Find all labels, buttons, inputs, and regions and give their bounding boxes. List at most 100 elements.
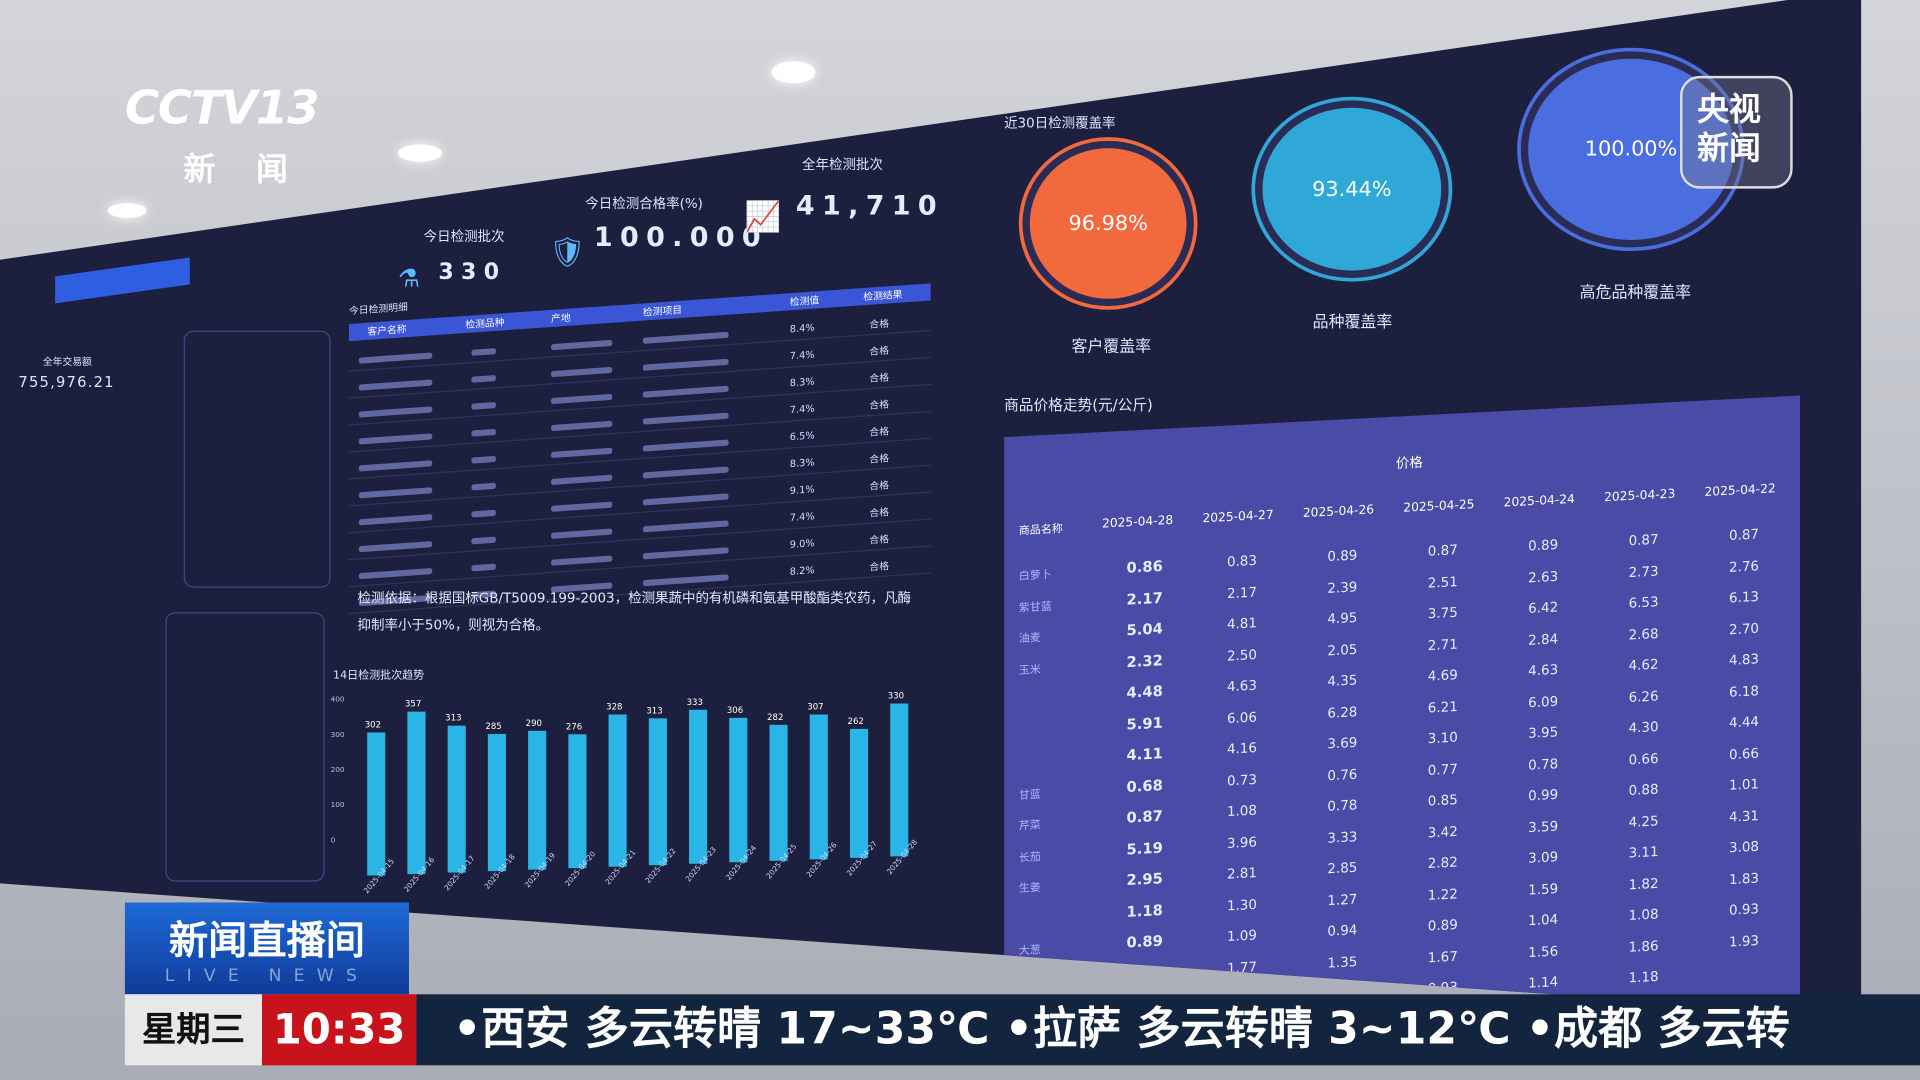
illegible-cell xyxy=(551,339,613,351)
price-cell: 2.71 xyxy=(1427,635,1458,654)
price-cell: 4.81 xyxy=(1226,614,1257,633)
illegible-cell xyxy=(551,447,613,459)
price-cell: 3.59 xyxy=(1528,817,1559,836)
price-cell: 4.63 xyxy=(1226,677,1257,695)
ceiling-light xyxy=(771,61,816,84)
price-cell: 1.08 xyxy=(1226,802,1257,820)
price-cell: 3.95 xyxy=(1528,724,1559,742)
illegible-cell xyxy=(642,385,729,398)
price-cell: 0.89 xyxy=(1427,916,1458,935)
price-cell: 4.11 xyxy=(1126,744,1163,764)
header-bar xyxy=(55,257,190,304)
customer-coverage-gauge: 96.98% xyxy=(1022,140,1194,307)
price-cell: 2.17 xyxy=(1126,588,1163,608)
price-cell: 6.26 xyxy=(1628,687,1659,706)
price-cell: 2.51 xyxy=(1427,573,1458,591)
price-cell: 1.04 xyxy=(1528,911,1559,929)
price-cell: 6.06 xyxy=(1226,708,1257,727)
bar xyxy=(407,711,426,875)
illegible-cell xyxy=(471,536,496,545)
variety-coverage-gauge: 93.44% xyxy=(1255,100,1449,278)
detection-result: 合格 xyxy=(869,479,889,493)
detection-header-cell: 检测值 xyxy=(789,294,820,308)
clock: 星期三 10:33 xyxy=(124,994,417,1066)
illegible-cell xyxy=(642,412,729,425)
price-cell: 0.66 xyxy=(1628,750,1659,768)
ceiling-light xyxy=(397,144,443,162)
gauge-label: 客户覆盖率 xyxy=(1071,337,1152,357)
ceiling-light xyxy=(107,203,147,218)
stat-label: 今日检测合格率(%) xyxy=(585,195,703,212)
price-cell: 2.68 xyxy=(1628,625,1659,643)
price-cell: 2.70 xyxy=(1728,619,1759,638)
commodity-name: 白萝卜 xyxy=(1018,569,1052,584)
price-cell: 1.93 xyxy=(1728,932,1759,950)
detection-result: 合格 xyxy=(869,425,889,439)
price-cell: 1.86 xyxy=(1628,937,1659,955)
illegible-cell xyxy=(471,509,496,518)
price-cell: 4.69 xyxy=(1427,666,1458,685)
table-row-divider xyxy=(348,518,931,561)
stat-value: 100.000 xyxy=(593,222,769,254)
bar xyxy=(568,734,587,869)
price-cell: 0.68 xyxy=(1126,776,1163,796)
price-cell: 6.13 xyxy=(1728,588,1759,607)
price-cell: 4.83 xyxy=(1728,651,1759,669)
price-cell: 2.95 xyxy=(1126,869,1163,889)
price-cell: 3.42 xyxy=(1427,823,1458,841)
commodity-name: 玉米 xyxy=(1018,663,1041,678)
gauge-value: 93.44% xyxy=(1312,176,1392,202)
time: 10:33 xyxy=(262,994,417,1066)
commodity-name: 芹菜 xyxy=(1018,819,1041,834)
illegible-cell xyxy=(358,514,433,526)
bar-value-label: 290 xyxy=(526,719,542,729)
detection-table: 今日检测明细 客户名称 检测品种 产地 检测项目 检测值 检测结果 8.4% 合格 7.4% 合… xyxy=(348,225,931,615)
price-cell: 0.78 xyxy=(1528,755,1559,773)
price-cell: 3.10 xyxy=(1427,729,1458,747)
detection-result: 合格 xyxy=(869,318,889,331)
price-cell: 1.82 xyxy=(1628,874,1659,893)
price-cell: 2.50 xyxy=(1226,646,1257,664)
bar-value-label: 313 xyxy=(646,706,662,716)
price-cell: 4.95 xyxy=(1327,609,1358,628)
detection-result: 合格 xyxy=(869,452,889,466)
commodity-name: 长茄 xyxy=(1018,850,1041,865)
stat-label: 今日检测批次 xyxy=(423,228,505,245)
price-cell: 1.18 xyxy=(1126,900,1163,920)
date-header: 2025-04-22 xyxy=(1704,482,1776,500)
price-cell: 6.53 xyxy=(1628,593,1659,612)
price-title: 商品价格走势(元/公斤) xyxy=(1004,396,1153,414)
commodity-name: 油麦 xyxy=(1018,632,1041,646)
price-cell: 4.25 xyxy=(1628,812,1659,830)
illegible-cell xyxy=(471,428,496,437)
bar-value-label: 313 xyxy=(445,714,461,724)
illegible-cell xyxy=(358,460,433,472)
price-cell: 1.59 xyxy=(1528,880,1559,898)
illegible-cell xyxy=(471,455,496,464)
bar-value-label: 276 xyxy=(566,722,582,732)
price-cell: 1.77 xyxy=(1226,958,1257,976)
price-cell: 2.76 xyxy=(1728,557,1759,575)
price-cell: 4.35 xyxy=(1327,672,1358,690)
price-cell: 5.91 xyxy=(1126,713,1163,733)
bar-value-label: 302 xyxy=(365,721,381,731)
detection-result: 合格 xyxy=(869,506,889,520)
price-cell: 1.56 xyxy=(1528,942,1559,961)
price-group-label: 价格 xyxy=(1395,454,1423,472)
detection-value: 8.2% xyxy=(789,564,815,578)
illegible-cell xyxy=(551,501,613,512)
detection-value: 7.4% xyxy=(789,402,815,416)
price-cell: 1.01 xyxy=(1728,775,1759,794)
price-cell: 0.93 xyxy=(1728,900,1759,919)
left-ranking-panel xyxy=(183,330,331,588)
price-cell: 2.39 xyxy=(1327,578,1358,596)
commodity-name: 甘蓝 xyxy=(1018,788,1041,802)
price-cell: 0.83 xyxy=(1226,552,1257,570)
detection-header-cell: 客户名称 xyxy=(367,323,407,338)
detection-value: 6.5% xyxy=(789,429,815,443)
price-cell: 4.16 xyxy=(1226,739,1257,758)
table-row-divider xyxy=(348,383,931,426)
bar xyxy=(447,725,466,873)
bar xyxy=(849,728,869,858)
